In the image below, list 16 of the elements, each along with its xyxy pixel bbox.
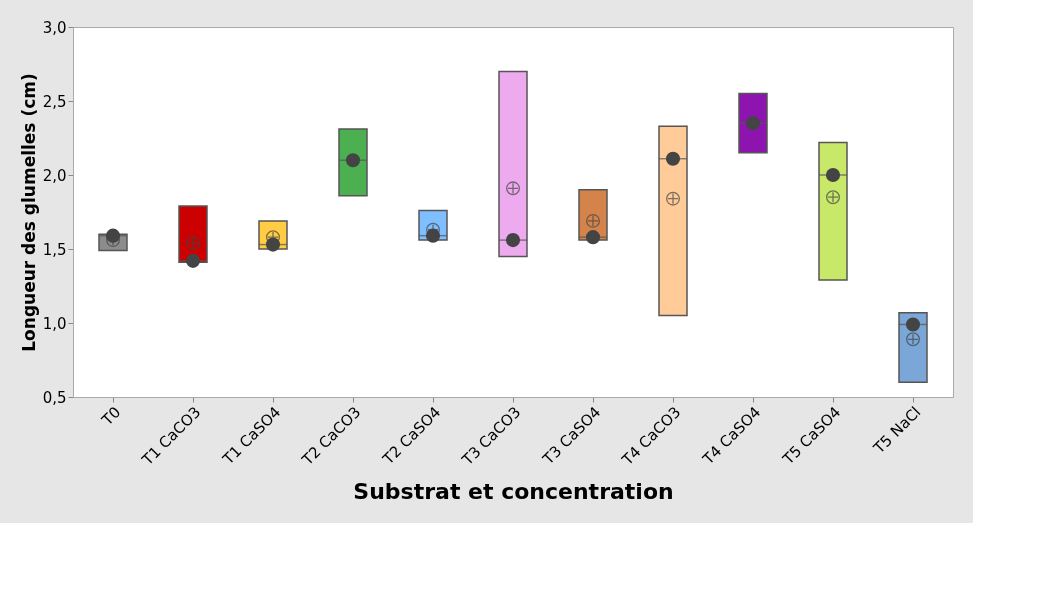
point xyxy=(505,233,521,248)
point xyxy=(665,151,681,166)
point xyxy=(905,317,921,332)
point xyxy=(185,253,201,268)
x-axis-title: Substrat et concentration xyxy=(353,479,674,505)
y-tick-label: 3,0 xyxy=(42,18,67,37)
y-axis-title: Longueur des glumelles (cm) xyxy=(18,73,39,352)
y-tick-label: 1,0 xyxy=(42,314,67,333)
y-tick-label: 1,5 xyxy=(42,240,67,259)
y-tick-label: 2,0 xyxy=(42,166,67,185)
point xyxy=(585,230,601,245)
point xyxy=(345,153,361,168)
y-tick-label: 0,5 xyxy=(42,388,67,407)
x-tick-label: T0 xyxy=(97,403,125,430)
y-tick-label: 2,5 xyxy=(42,92,67,111)
point xyxy=(825,167,841,183)
